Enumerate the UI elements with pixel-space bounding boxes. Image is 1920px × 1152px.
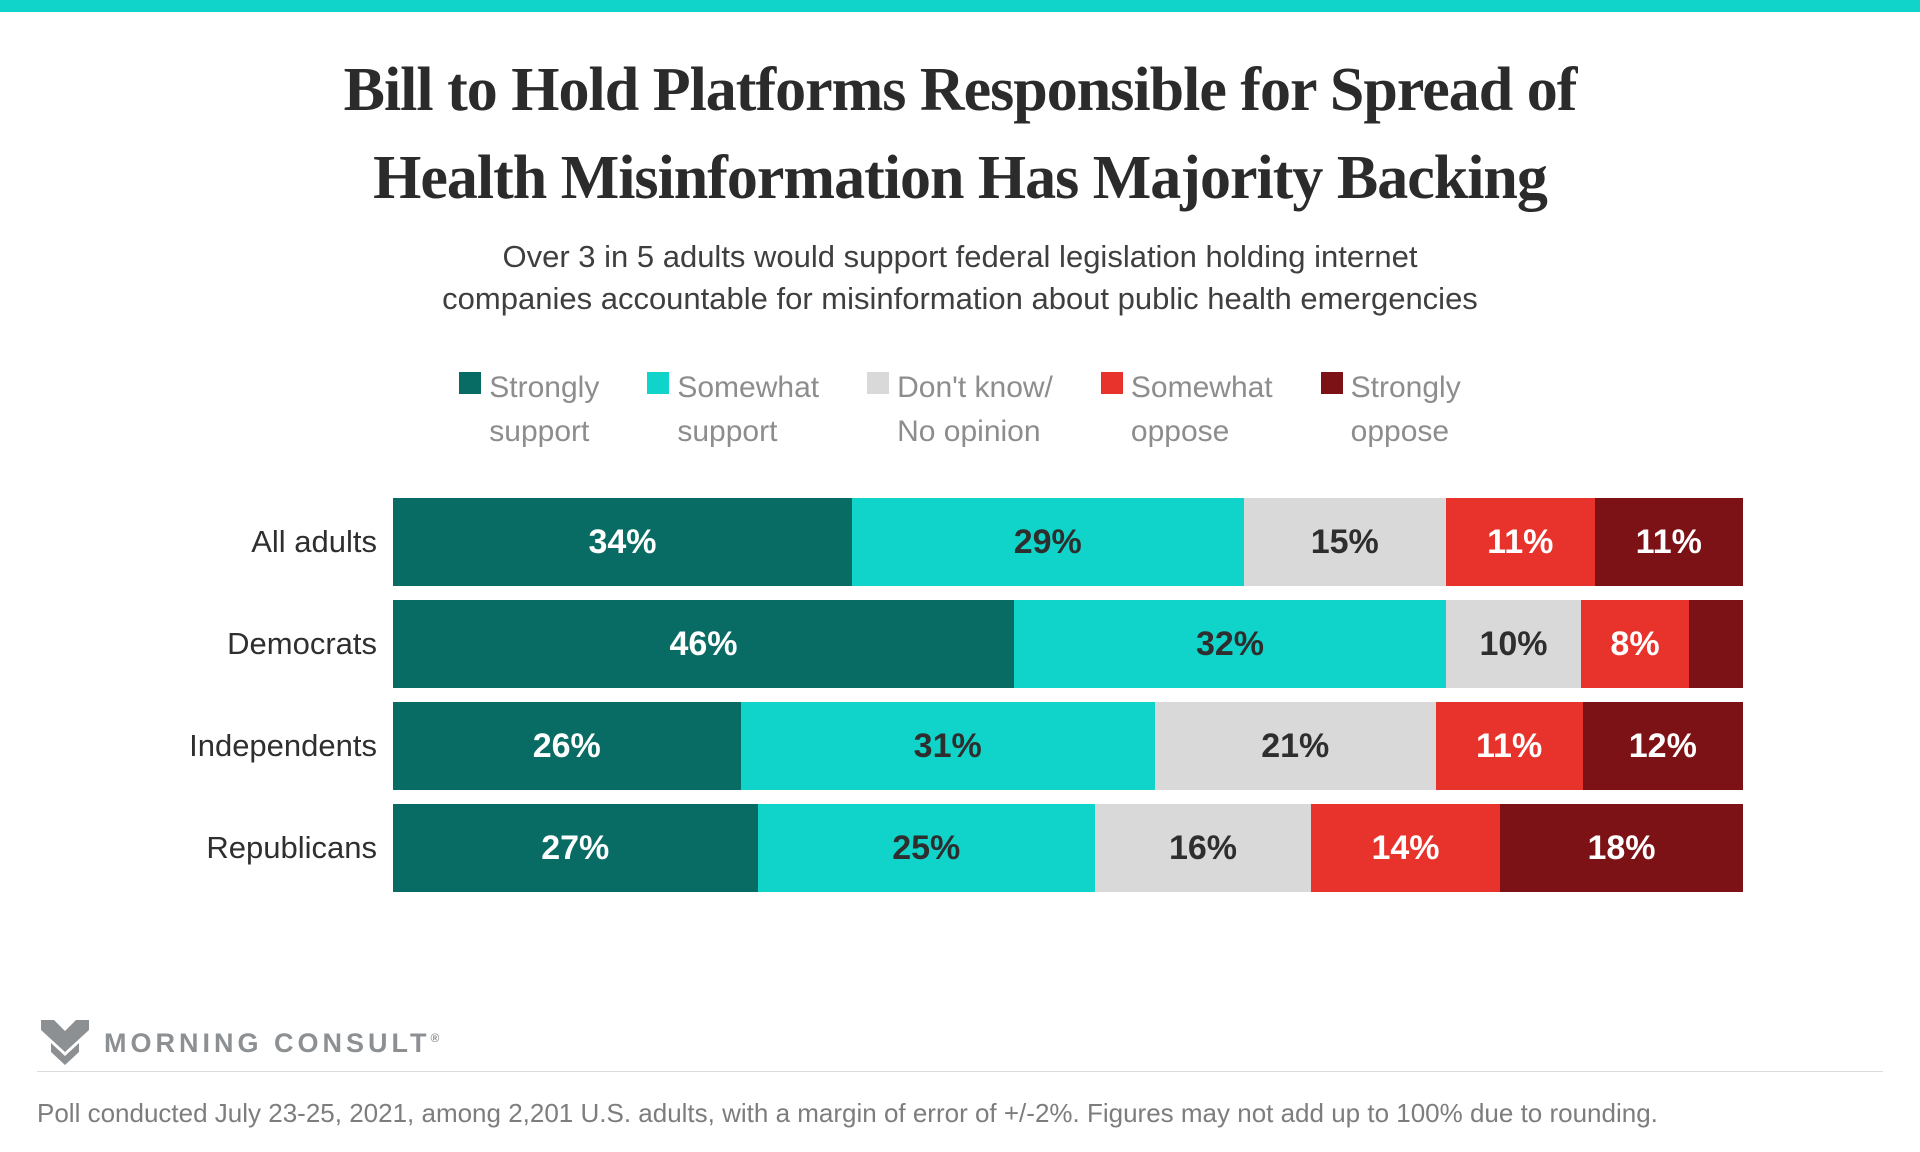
segment-value-label: 11% bbox=[1635, 522, 1702, 561]
page-title-line2: Health Misinformation Has Majority Backi… bbox=[373, 144, 1548, 212]
bar-segment: 46% bbox=[393, 600, 1014, 688]
bar-segment: 29% bbox=[852, 498, 1244, 586]
row-label: Independents bbox=[189, 728, 377, 763]
segment-value-label: 46% bbox=[669, 624, 738, 663]
methodology-note: Poll conducted July 23-25, 2021, among 2… bbox=[37, 1098, 1658, 1128]
legend-item: Don't know/No opinion bbox=[867, 366, 1053, 454]
bar-segment: 16% bbox=[1095, 804, 1311, 892]
segment-value-label: 8% bbox=[1610, 624, 1660, 663]
page-title: Bill to Hold Platforms Responsible for S… bbox=[0, 46, 1920, 222]
bar-segment: 26% bbox=[393, 702, 741, 790]
bar-segment: 21% bbox=[1154, 702, 1436, 790]
segment-value-label: 34% bbox=[588, 522, 657, 561]
row-label: All adults bbox=[251, 524, 377, 559]
segment-value-label: 18% bbox=[1587, 828, 1656, 867]
bar-segment: 11% bbox=[1446, 498, 1595, 586]
bar-segment: 12% bbox=[1582, 702, 1743, 790]
row-label: Democrats bbox=[227, 626, 377, 661]
stacked-bar-chart: All adults 34% 29% 15% 11% 11% Democrats 46% 32%… bbox=[0, 498, 1920, 892]
stacked-bar: 27% 25% 16% 14% 18% bbox=[393, 804, 1743, 892]
page-subtitle: Over 3 in 5 adults would support federal… bbox=[0, 236, 1920, 320]
segment-value-label: 26% bbox=[532, 726, 601, 765]
chart-row: Democrats 46% 32% 10% 8% bbox=[0, 600, 1920, 688]
legend-item: Strongly support bbox=[459, 366, 599, 454]
segment-value-label: 27% bbox=[541, 828, 610, 867]
bar-segment: 25% bbox=[757, 804, 1095, 892]
page-title-line1: Bill to Hold Platforms Responsible for S… bbox=[343, 56, 1578, 124]
chart-legend: Strongly support Somewhat support Don't know… bbox=[0, 366, 1920, 454]
segment-value-label: 10% bbox=[1479, 624, 1548, 663]
stacked-bar: 34% 29% 15% 11% 11% bbox=[393, 498, 1743, 586]
legend-label: Don't know/No opinion bbox=[897, 371, 1053, 448]
legend-label: Somewhat oppose bbox=[1130, 371, 1273, 448]
bar-segment: 18% bbox=[1500, 804, 1743, 892]
legend-swatch bbox=[867, 372, 890, 394]
legend-label: Somewhat support bbox=[677, 371, 820, 448]
brand-name-text: MORNING CONSULT bbox=[104, 1027, 431, 1058]
registered-mark: ® bbox=[430, 1030, 440, 1045]
legend-item: Somewhat oppose bbox=[1100, 366, 1273, 454]
page-subtitle-line2: companies accountable for misinformation… bbox=[442, 281, 1478, 316]
legend-item: Somewhat support bbox=[647, 366, 819, 454]
segment-value-label: 16% bbox=[1168, 828, 1238, 867]
legend-swatch bbox=[459, 372, 482, 394]
segment-value-label: 15% bbox=[1310, 522, 1379, 561]
bar-segment: 14% bbox=[1311, 804, 1500, 892]
segment-value-label: 11% bbox=[1476, 726, 1543, 765]
bar-segment: 10% bbox=[1446, 600, 1581, 688]
stacked-bar: 26% 31% 21% 11% 12% bbox=[393, 702, 1743, 790]
brand-name: MORNING CONSULT® bbox=[104, 1028, 439, 1059]
segment-value-label: 21% bbox=[1261, 726, 1330, 765]
bar-segment: 8% bbox=[1581, 600, 1689, 688]
brand-lockup: MORNING CONSULT® bbox=[40, 1020, 439, 1066]
morning-consult-logo-icon bbox=[41, 1020, 89, 1065]
bar-segment: 27% bbox=[393, 804, 758, 892]
legend-label: Strongly support bbox=[489, 371, 600, 448]
segment-value-label: 29% bbox=[1013, 522, 1082, 561]
segment-value-label: 11% bbox=[1487, 522, 1554, 561]
bar-segment: 32% bbox=[1014, 600, 1446, 688]
top-accent-bar bbox=[0, 0, 1920, 12]
legend-label: Strongly oppose bbox=[1350, 371, 1461, 448]
segment-value-label: 25% bbox=[892, 828, 961, 867]
bar-segment bbox=[1689, 600, 1743, 688]
chart-row: Republicans 27% 25% 16% 14% 18% bbox=[0, 804, 1920, 892]
legend-swatch bbox=[1100, 372, 1123, 394]
chart-row: Independents 26% 31% 21% 11% 12% bbox=[0, 702, 1920, 790]
segment-value-label: 32% bbox=[1195, 624, 1265, 663]
legend-swatch bbox=[647, 372, 670, 394]
stacked-bar: 46% 32% 10% 8% bbox=[393, 600, 1743, 688]
bar-segment: 11% bbox=[1594, 498, 1743, 586]
legend-swatch bbox=[1320, 372, 1343, 394]
footer-divider bbox=[37, 1071, 1883, 1072]
chart-row: All adults 34% 29% 15% 11% 11% bbox=[0, 498, 1920, 586]
segment-value-label: 31% bbox=[913, 726, 982, 765]
segment-value-label: 12% bbox=[1628, 726, 1697, 765]
legend-item: Strongly oppose bbox=[1320, 366, 1461, 454]
segment-value-label: 14% bbox=[1371, 828, 1440, 867]
bar-segment: 34% bbox=[393, 498, 852, 586]
row-label: Republicans bbox=[206, 830, 377, 865]
bar-segment: 11% bbox=[1435, 702, 1583, 790]
bar-segment: 15% bbox=[1243, 498, 1446, 586]
bar-segment: 31% bbox=[740, 702, 1155, 790]
page-subtitle-line1: Over 3 in 5 adults would support federal… bbox=[502, 239, 1418, 274]
